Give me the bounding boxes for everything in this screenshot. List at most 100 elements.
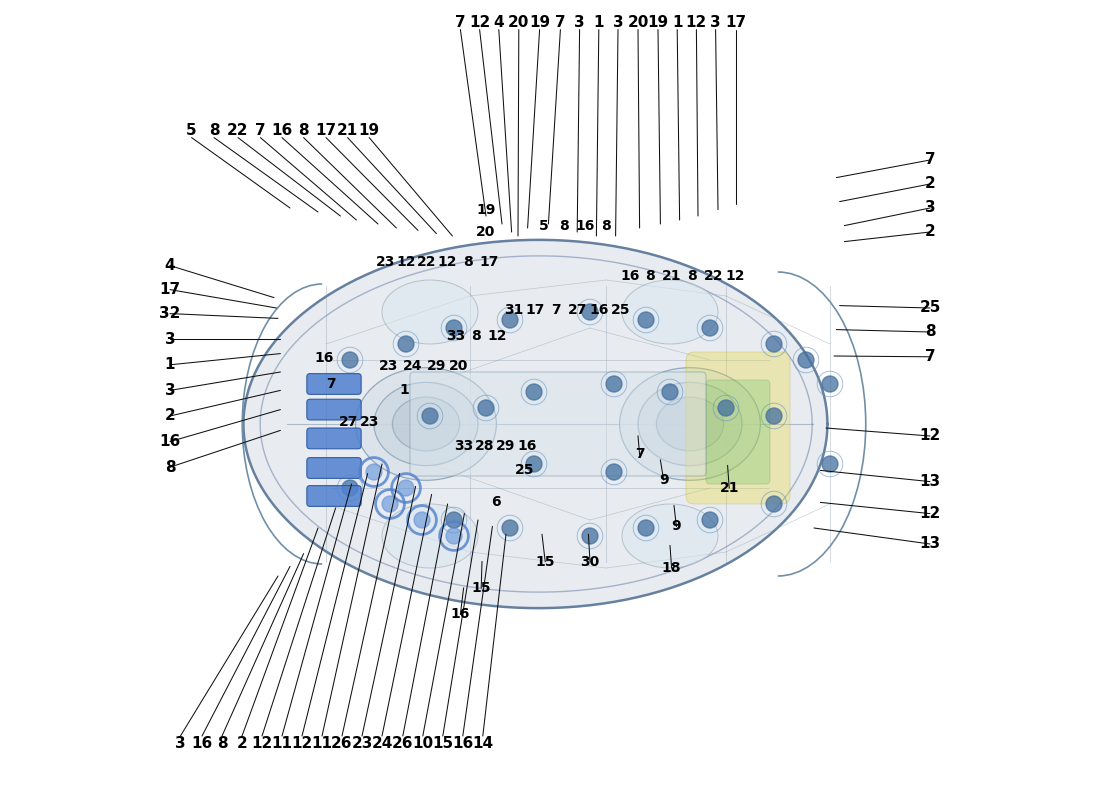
Text: 3: 3 (711, 14, 720, 30)
Text: 7: 7 (925, 153, 935, 167)
Text: 19: 19 (359, 122, 380, 138)
Text: 29: 29 (496, 439, 516, 454)
Text: 7: 7 (326, 377, 336, 391)
Text: 7: 7 (635, 447, 645, 462)
Text: 2: 2 (236, 736, 248, 751)
Circle shape (342, 352, 358, 368)
Text: 25: 25 (515, 463, 535, 478)
Circle shape (342, 480, 358, 496)
FancyBboxPatch shape (410, 372, 706, 476)
Text: 17: 17 (480, 255, 499, 270)
Text: 19: 19 (476, 202, 496, 217)
FancyBboxPatch shape (307, 486, 361, 506)
Circle shape (638, 520, 654, 536)
Ellipse shape (382, 504, 478, 568)
Text: 5: 5 (186, 122, 197, 138)
FancyBboxPatch shape (706, 380, 770, 484)
Text: 3: 3 (574, 14, 585, 30)
FancyBboxPatch shape (307, 458, 361, 478)
Ellipse shape (374, 382, 478, 466)
Text: 8: 8 (688, 269, 697, 283)
Text: 13: 13 (920, 474, 940, 489)
FancyBboxPatch shape (686, 352, 790, 504)
Text: 22: 22 (228, 122, 249, 138)
Text: 33: 33 (454, 439, 473, 454)
Text: 7: 7 (556, 14, 565, 30)
Text: 30: 30 (581, 554, 600, 569)
Text: 23: 23 (378, 359, 398, 374)
Text: 20: 20 (627, 14, 649, 30)
FancyBboxPatch shape (307, 374, 361, 394)
Text: 7: 7 (551, 303, 561, 318)
Text: 3: 3 (165, 332, 175, 346)
Circle shape (702, 320, 718, 336)
Text: 8: 8 (463, 255, 473, 270)
Text: 14: 14 (472, 736, 494, 751)
Circle shape (798, 352, 814, 368)
Text: 19: 19 (648, 14, 669, 30)
Text: 8: 8 (645, 269, 654, 283)
Text: 22: 22 (417, 255, 437, 270)
Text: 6: 6 (491, 495, 501, 510)
Circle shape (502, 520, 518, 536)
Text: 3: 3 (165, 383, 175, 398)
Text: 25: 25 (920, 301, 940, 315)
Circle shape (718, 400, 734, 416)
Circle shape (502, 312, 518, 328)
Text: 16: 16 (315, 351, 334, 366)
Ellipse shape (621, 280, 718, 344)
Text: 2: 2 (925, 177, 935, 191)
Ellipse shape (621, 504, 718, 568)
Circle shape (414, 512, 430, 528)
Text: 20: 20 (508, 14, 529, 30)
Circle shape (606, 376, 621, 392)
Text: 12: 12 (438, 255, 458, 270)
Circle shape (606, 464, 621, 480)
Text: 20: 20 (476, 225, 496, 239)
Text: 24: 24 (403, 359, 422, 374)
Text: 26: 26 (392, 736, 414, 751)
Text: 8: 8 (472, 329, 482, 343)
Text: 33: 33 (446, 329, 465, 343)
Circle shape (446, 320, 462, 336)
Text: 1: 1 (594, 14, 604, 30)
Text: 16: 16 (451, 607, 470, 622)
Text: 3: 3 (925, 201, 935, 215)
Text: 7: 7 (455, 14, 465, 30)
Text: 8: 8 (601, 218, 610, 233)
Text: 5: 5 (539, 218, 549, 233)
Text: 17: 17 (725, 14, 746, 30)
Circle shape (582, 528, 598, 544)
Text: 16: 16 (575, 218, 595, 233)
Circle shape (526, 456, 542, 472)
Text: 1: 1 (399, 383, 409, 398)
Circle shape (422, 408, 438, 424)
Text: 16: 16 (160, 434, 180, 449)
Text: 24: 24 (372, 736, 393, 751)
Text: 8: 8 (165, 460, 175, 474)
Text: 4: 4 (494, 14, 504, 30)
Text: 16: 16 (620, 269, 640, 283)
Text: 3: 3 (175, 736, 186, 751)
Ellipse shape (657, 397, 724, 451)
Text: 15: 15 (472, 581, 491, 595)
Text: 12: 12 (396, 255, 416, 270)
Text: 12: 12 (292, 736, 312, 751)
Text: 26: 26 (331, 736, 353, 751)
Text: 23: 23 (351, 736, 373, 751)
Ellipse shape (393, 397, 460, 451)
Text: 16: 16 (518, 439, 537, 454)
Text: 22: 22 (704, 269, 724, 283)
Ellipse shape (382, 280, 478, 344)
Text: 13: 13 (920, 537, 940, 551)
Text: 16: 16 (191, 736, 212, 751)
Ellipse shape (619, 368, 760, 480)
Text: 12: 12 (920, 429, 940, 443)
Circle shape (822, 456, 838, 472)
Text: 16: 16 (590, 303, 609, 318)
Text: 12: 12 (920, 506, 940, 521)
Circle shape (382, 496, 398, 512)
Text: 21: 21 (662, 269, 681, 283)
Text: 12: 12 (252, 736, 273, 751)
Text: 11: 11 (311, 736, 332, 751)
